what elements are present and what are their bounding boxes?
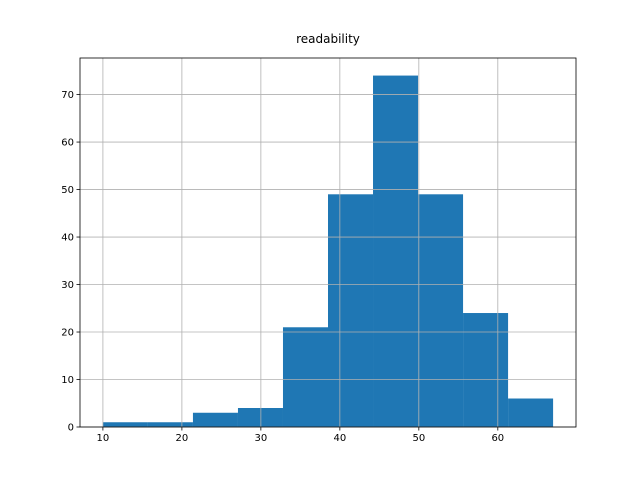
y-tick-label: 0 bbox=[68, 423, 74, 434]
bar bbox=[282, 327, 328, 427]
bar bbox=[147, 422, 193, 427]
bar bbox=[192, 412, 238, 427]
bar bbox=[328, 194, 374, 427]
x-tick-label: 40 bbox=[333, 433, 346, 444]
plot-frame bbox=[79, 57, 577, 428]
y-tick-label: 60 bbox=[61, 138, 74, 149]
bar bbox=[102, 422, 148, 427]
x-tick-label: 50 bbox=[412, 433, 425, 444]
y-tick-label: 30 bbox=[61, 280, 74, 291]
y-tick-label: 20 bbox=[61, 328, 74, 339]
x-tick-label: 20 bbox=[176, 433, 189, 444]
y-tick-label: 50 bbox=[61, 185, 74, 196]
x-tick-label: 60 bbox=[491, 433, 504, 444]
x-tick-label: 30 bbox=[254, 433, 267, 444]
y-tick-label: 70 bbox=[61, 90, 74, 101]
bar bbox=[508, 398, 554, 427]
bar bbox=[463, 313, 509, 427]
x-tick-label: 10 bbox=[97, 433, 110, 444]
bar bbox=[418, 194, 464, 427]
y-tick-label: 10 bbox=[61, 375, 74, 386]
chart-title: readability bbox=[296, 32, 360, 46]
y-tick-label: 40 bbox=[61, 233, 74, 244]
bar bbox=[373, 75, 419, 428]
